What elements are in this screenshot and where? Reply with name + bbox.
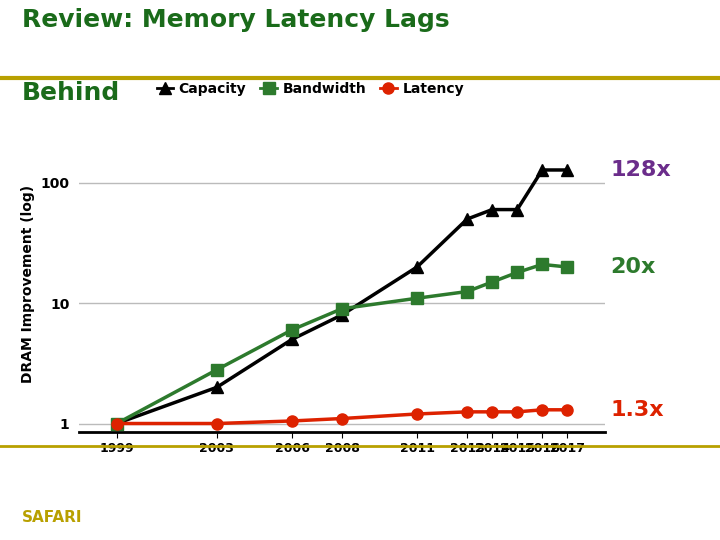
Text: 128x: 128x <box>610 160 671 180</box>
Latency <box>463 409 472 415</box>
Latency <box>112 420 121 427</box>
Bandwidth <box>413 295 421 301</box>
Capacity <box>338 312 346 318</box>
Text: SAFARI: SAFARI <box>22 510 82 525</box>
Capacity <box>287 336 296 343</box>
Bandwidth <box>338 306 346 312</box>
Latency <box>212 420 221 427</box>
Bandwidth <box>212 367 221 373</box>
Bandwidth <box>513 269 521 276</box>
Line: Bandwidth: Bandwidth <box>111 259 573 429</box>
Line: Capacity: Capacity <box>111 164 573 429</box>
Capacity <box>463 216 472 222</box>
Legend: Capacity, Bandwidth, Latency: Capacity, Bandwidth, Latency <box>151 77 469 102</box>
Text: Review: Memory Latency Lags: Review: Memory Latency Lags <box>22 8 449 32</box>
Bandwidth <box>563 264 572 270</box>
Bandwidth <box>287 327 296 333</box>
Bandwidth <box>488 279 497 285</box>
Text: Memory latency remains almost constant: Memory latency remains almost constant <box>116 465 604 485</box>
Latency <box>413 411 421 417</box>
Line: Latency: Latency <box>111 404 573 429</box>
Capacity <box>212 384 221 390</box>
Text: 20x: 20x <box>610 257 655 277</box>
Latency <box>563 407 572 413</box>
Bandwidth <box>463 288 472 295</box>
Latency <box>513 409 521 415</box>
Latency <box>538 407 546 413</box>
Capacity <box>488 206 497 213</box>
Y-axis label: DRAM Improvement (log): DRAM Improvement (log) <box>21 185 35 382</box>
Text: 1.3x: 1.3x <box>610 400 664 420</box>
Bandwidth <box>112 420 121 427</box>
Latency <box>338 415 346 422</box>
Capacity <box>563 167 572 173</box>
Capacity <box>538 167 546 173</box>
Capacity <box>112 420 121 427</box>
Latency <box>287 418 296 424</box>
Bandwidth <box>538 261 546 268</box>
Latency <box>488 409 497 415</box>
Capacity <box>513 206 521 213</box>
Text: Behind: Behind <box>22 81 120 105</box>
Capacity <box>413 264 421 270</box>
